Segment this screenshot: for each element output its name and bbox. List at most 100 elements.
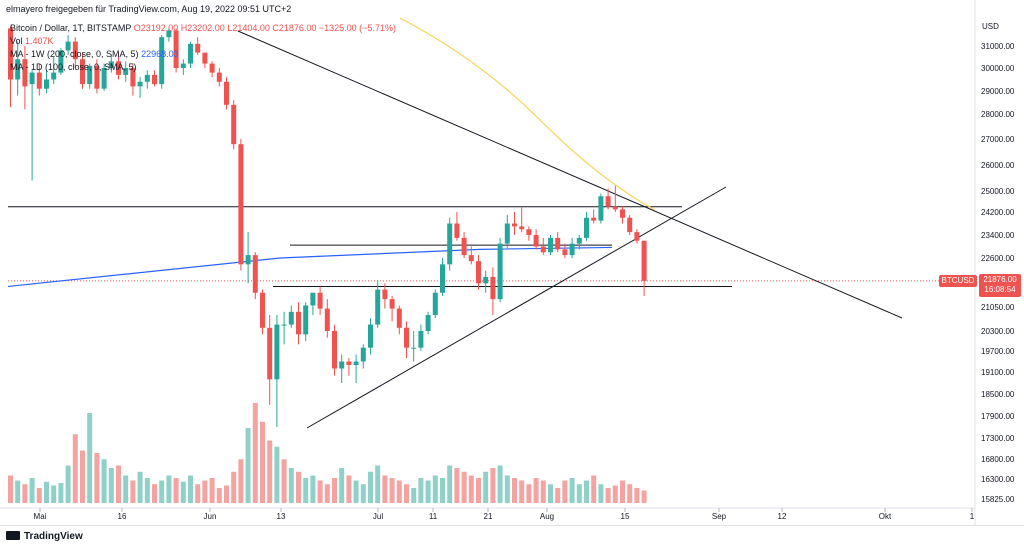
volume-bar <box>605 488 611 503</box>
time-tick-label: Sep <box>712 512 727 521</box>
candle-body <box>634 232 640 241</box>
price-tick-label: 28000.00 <box>981 110 1015 119</box>
candle-body <box>620 209 625 218</box>
volume-bar <box>159 480 165 503</box>
time-tick-label: 21 <box>484 512 493 521</box>
candle-body <box>461 237 467 256</box>
volume-bar <box>562 480 568 503</box>
volume-bar <box>396 480 402 503</box>
volume-bar <box>29 478 35 503</box>
volume-bar <box>490 468 496 503</box>
candle-body <box>454 223 460 238</box>
candle-body <box>432 292 438 315</box>
volume-bar <box>404 484 409 503</box>
volume-bar <box>591 475 597 503</box>
volume-bar <box>180 481 186 503</box>
volume-bar <box>512 478 517 503</box>
chart-legend: Bitcoin / Dollar, 1T, BITSTAMP O23192.00… <box>10 22 396 74</box>
price-tick-label: 23400.00 <box>981 231 1015 240</box>
price-tick-label: 21050.00 <box>981 303 1015 312</box>
time-tick-label: 12 <box>778 512 787 521</box>
volume-bar <box>504 475 510 503</box>
price-tick-label: 30000.00 <box>981 64 1015 73</box>
legend-row-symbol: Bitcoin / Dollar, 1T, BITSTAMP O23192.00… <box>10 22 396 35</box>
volume-bar <box>108 468 114 503</box>
volume-bar <box>454 468 460 503</box>
time-tick-label: 11 <box>429 512 438 521</box>
candle-body <box>339 361 345 369</box>
candle-body <box>533 235 539 247</box>
volume-bar <box>152 484 157 503</box>
volume-bar <box>389 478 395 503</box>
candle-body <box>252 255 258 293</box>
candle-body <box>22 59 28 87</box>
candle-body <box>418 331 424 348</box>
candle-body <box>173 30 179 69</box>
candle-body <box>382 289 388 300</box>
volume-bar <box>288 468 294 503</box>
ma-1d-line <box>399 17 656 211</box>
ohlc-values: O23192.00 H23202.00 L21404.00 C21876.00 … <box>133 23 396 33</box>
volume-bar <box>620 480 625 503</box>
time-tick-label: 13 <box>277 512 286 521</box>
volume-bar <box>260 421 265 503</box>
candle-body <box>288 311 294 325</box>
candle-body <box>360 347 366 362</box>
volume-bar <box>51 485 57 503</box>
volume-bar <box>332 478 337 503</box>
candle-body <box>512 223 517 227</box>
candle-body <box>497 243 503 300</box>
price-tick-label: 18500.00 <box>981 390 1015 399</box>
candle-body <box>65 41 71 51</box>
price-tick-label: 22600.00 <box>981 254 1015 263</box>
candle-body <box>36 72 42 89</box>
volume-bar <box>526 484 532 503</box>
volume-bar <box>65 465 71 503</box>
volume-bar <box>576 484 582 503</box>
candle-body <box>562 249 568 256</box>
price-tick-label: 31000.00 <box>981 42 1015 51</box>
candle-body <box>238 144 244 265</box>
candle-body <box>504 223 510 244</box>
volume-bar <box>15 480 21 503</box>
candle-body <box>80 59 85 85</box>
ma1-value: 22968.03 <box>141 49 179 59</box>
candle-body <box>425 315 431 331</box>
volume-bar <box>324 484 330 503</box>
candle-body <box>310 292 316 306</box>
candle-body <box>569 243 575 256</box>
volume-bar <box>447 465 453 503</box>
candle-body <box>519 226 525 230</box>
price-tick-label: 17900.00 <box>981 412 1015 421</box>
price-tick-label: 24200.00 <box>981 208 1015 217</box>
volume-bar <box>612 485 618 503</box>
volume-bar <box>44 481 49 503</box>
volume-bar <box>137 471 143 503</box>
volume-bar <box>188 475 193 503</box>
tradingview-icon <box>6 531 20 540</box>
candle-body <box>224 81 229 105</box>
candle-body <box>202 52 208 64</box>
candle-body <box>231 104 237 145</box>
volume-bar <box>353 480 359 503</box>
volume-bar <box>80 450 85 503</box>
time-tick-label: Jul <box>373 512 383 521</box>
price-tick-label: 16800.00 <box>981 455 1015 464</box>
volume-bar <box>166 475 172 503</box>
volume-bar <box>144 478 150 503</box>
price-tick-label: 16300.00 <box>981 475 1015 484</box>
ascending-trendline <box>306 186 727 429</box>
volume-bar <box>497 465 503 503</box>
volume-bar <box>267 440 273 503</box>
candle-body <box>584 217 589 238</box>
candle-body <box>303 305 309 335</box>
tradingview-logo[interactable]: TradingView <box>6 531 83 542</box>
ma-1w-line <box>7 246 613 288</box>
ma2-label: MA - 1D (100, close, 0, SMA, 5) <box>10 62 137 72</box>
volume-bar <box>8 475 13 503</box>
volume-bar <box>94 453 100 503</box>
legend-row-ma2: MA - 1D (100, close, 0, SMA, 5) <box>10 61 396 74</box>
candle-body <box>411 347 417 349</box>
price-tick-label: 29000.00 <box>981 87 1015 96</box>
